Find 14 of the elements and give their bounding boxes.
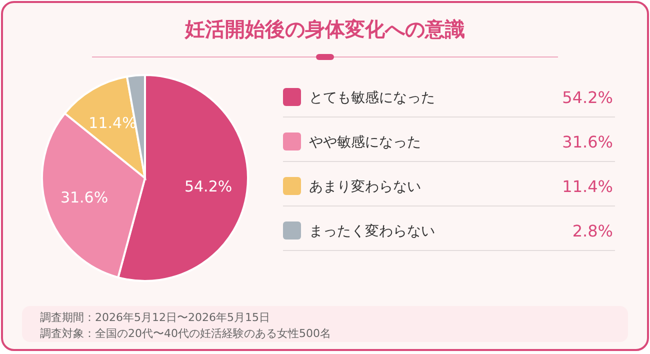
data-label: 11.4% xyxy=(88,114,136,132)
data-label: 31.6% xyxy=(60,188,108,207)
text: 調査期間：2026年5月12日〜2026年5月15日 xyxy=(40,311,270,324)
text: 調査対象：全国の20代〜40代の妊活経験のある女性500名 xyxy=(40,327,331,340)
legend-label: まったく変わらない xyxy=(309,224,435,240)
legend-label: あまり変わらない xyxy=(309,179,421,195)
data-label: 54.2% xyxy=(184,177,232,196)
data-label: 2.8% xyxy=(572,222,613,240)
text: 31.6% xyxy=(562,132,613,152)
legend-label: とても敏感になった xyxy=(309,90,435,106)
text: 54.2% xyxy=(562,88,613,107)
chart-title: 妊活開始後の身体変化への意識 xyxy=(184,17,465,41)
text: 11.4% xyxy=(562,177,613,196)
legend-label: やや敏感になった xyxy=(309,134,421,150)
